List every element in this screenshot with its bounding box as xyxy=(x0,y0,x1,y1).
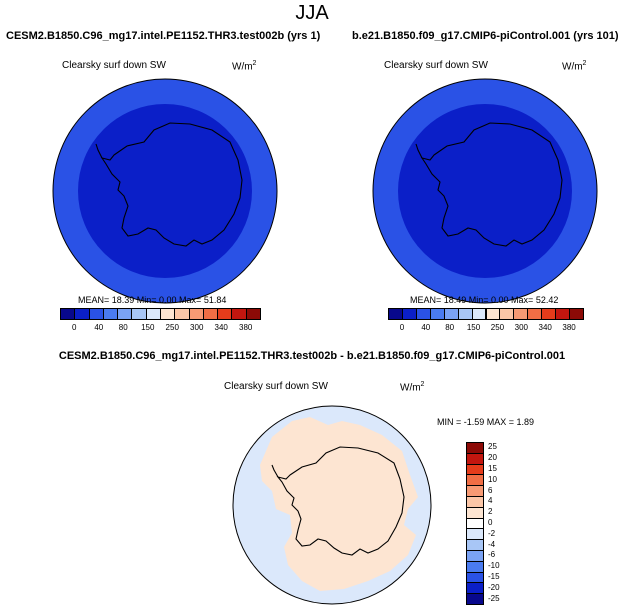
colorbar-tick-label: 300 xyxy=(190,323,204,332)
colorbar-tick-label: 340 xyxy=(214,323,228,332)
diff-map xyxy=(232,405,432,605)
colorbar-swatch xyxy=(401,308,417,320)
colorbar-swatch xyxy=(88,308,104,320)
colorbar-swatch xyxy=(555,308,571,320)
colorbar-swatch xyxy=(527,308,543,320)
colorbar-swatch xyxy=(245,308,261,320)
panel-2-inner-field xyxy=(398,104,572,278)
diff-variable: Clearsky surf down SW xyxy=(224,381,328,392)
panel-2-stats: MEAN= 18.49 Min= 0.00 Max= 52.42 xyxy=(410,295,559,305)
diff-colorbar xyxy=(466,442,484,605)
colorbar-swatch xyxy=(541,308,557,320)
colorbar-tick-label: 340 xyxy=(538,323,552,332)
diff-colorbar-tick-label: 10 xyxy=(488,474,497,484)
diff-colorbar-tick-label: -25 xyxy=(488,593,500,603)
diff-colorbar-tick-label: -6 xyxy=(488,550,496,560)
diff-colorbar-tick-label: -2 xyxy=(488,528,496,538)
panel-1-peninsula xyxy=(95,143,103,159)
colorbar-tick-label: 150 xyxy=(141,323,155,332)
panel-2-colorbar xyxy=(388,308,584,320)
colorbar-tick-label: 40 xyxy=(421,323,431,332)
colorbar-tick-label: 250 xyxy=(490,323,505,332)
diff-colorbar-tick-label: -20 xyxy=(488,582,500,592)
colorbar-swatch xyxy=(569,308,584,320)
colorbar-tick-label: 250 xyxy=(165,323,179,332)
colorbar-tick-label: 40 xyxy=(94,323,104,332)
diff-stats: MIN = -1.59 MAX = 1.89 xyxy=(437,417,535,427)
panel-1-antarctica-coastline xyxy=(100,122,243,247)
colorbar-swatch xyxy=(188,308,204,320)
colorbar-swatch xyxy=(485,308,501,320)
panel-1-variable: Clearsky surf down SW xyxy=(62,60,166,71)
colorbar-swatch xyxy=(160,308,176,320)
diff-title: CESM2.B1850.C96_mg17.intel.PE1152.THR3.t… xyxy=(58,350,566,362)
main-title: JJA xyxy=(295,2,329,24)
panel-2-map xyxy=(372,78,598,304)
colorbar-tick-label: 80 xyxy=(118,323,128,332)
diff-colorbar-tick-label: 0 xyxy=(488,518,493,527)
colorbar-swatch xyxy=(74,308,90,320)
colorbar-swatch xyxy=(231,308,247,320)
colorbar-swatch xyxy=(117,308,133,320)
colorbar-swatch xyxy=(513,308,529,320)
panel-2-colorbar-labels: 0 40 80 150 250 300 340 380 xyxy=(388,323,583,335)
colorbar-swatch xyxy=(174,308,190,320)
colorbar-swatch xyxy=(443,308,459,320)
diff-units: W/m2 xyxy=(400,381,425,394)
diff-colorbar-tick-label: 4 xyxy=(488,496,493,506)
diff-colorbar-tick-label: 25 xyxy=(488,442,497,452)
colorbar-swatch xyxy=(131,308,147,320)
panel-1-units: W/m2 xyxy=(232,60,257,73)
panel-1-title: CESM2.B1850.C96_mg17.intel.PE1152.THR3.t… xyxy=(6,30,321,42)
colorbar-tick-label: 0 xyxy=(399,323,405,332)
panel-2-peninsula xyxy=(415,143,423,159)
diff-colorbar-tick-label: -15 xyxy=(488,572,500,581)
colorbar-swatch xyxy=(102,308,119,320)
diff-positive-region xyxy=(260,417,418,591)
colorbar-swatch xyxy=(471,308,487,320)
panel-1-colorbar xyxy=(60,308,261,320)
diff-colorbar-tick-label: -4 xyxy=(488,539,496,549)
panel-1-map xyxy=(52,78,278,304)
colorbar-swatch xyxy=(202,308,219,320)
colorbar-swatch xyxy=(415,308,431,320)
colorbar-swatch xyxy=(457,308,473,320)
diff-peninsula xyxy=(271,464,279,478)
diff-colorbar-tick-label: 20 xyxy=(488,453,497,463)
panel-1-stats: MEAN= 18.39 Min= 0.00 Max= 51.84 xyxy=(78,295,227,305)
colorbar-tick-label: 380 xyxy=(562,323,576,332)
panel-1-colorbar-labels: 0 40 80 150 250 300 340 380 xyxy=(60,323,260,335)
colorbar-tick-label: 380 xyxy=(239,323,253,332)
panel-1-inner-field xyxy=(78,104,252,278)
colorbar-tick-label: 150 xyxy=(466,323,481,332)
diff-antarctica-coastline xyxy=(276,446,405,556)
diff-colorbar-tick-label: -10 xyxy=(488,561,500,571)
colorbar-swatch xyxy=(429,308,445,320)
colorbar-tick-label: 300 xyxy=(514,323,528,332)
colorbar-swatch xyxy=(145,308,161,320)
panel-2-antarctica-coastline xyxy=(420,122,563,247)
colorbar-tick-label: 80 xyxy=(445,323,455,332)
colorbar-swatch xyxy=(217,308,233,320)
colorbar-swatch xyxy=(388,308,403,320)
diff-colorbar-tick-label: 2 xyxy=(488,507,493,517)
diff-colorbar-swatch xyxy=(466,593,484,605)
panel-2-title: b.e21.B1850.f09_g17.CMIP6-piControl.001 … xyxy=(352,30,619,42)
colorbar-tick-label: 0 xyxy=(72,323,77,332)
colorbar-swatch xyxy=(499,308,515,320)
panel-2-units: W/m2 xyxy=(562,60,587,73)
diff-colorbar-tick-label: 15 xyxy=(488,464,497,473)
diff-colorbar-labels: 25 20 15 10 6 4 2 0 -2 -4 -6 -10 -15 -20 -25 xyxy=(488,442,518,604)
colorbar-swatch xyxy=(60,308,76,320)
panel-2-variable: Clearsky surf down SW xyxy=(384,60,488,71)
diff-colorbar-tick-label: 6 xyxy=(488,485,493,495)
